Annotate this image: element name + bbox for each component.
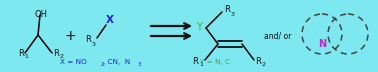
Text: R: R (255, 58, 261, 67)
Text: +: + (64, 29, 76, 43)
Text: 1: 1 (24, 55, 28, 59)
Text: 2: 2 (59, 55, 63, 59)
Text: , CN,  N: , CN, N (103, 59, 130, 65)
Text: 2: 2 (101, 62, 104, 67)
Text: R: R (53, 50, 59, 58)
Text: R: R (192, 58, 198, 67)
Text: R: R (18, 50, 24, 58)
Text: 3: 3 (138, 62, 141, 67)
Text: Y = N, C: Y = N, C (200, 59, 230, 65)
Text: 1: 1 (199, 62, 203, 68)
Text: X = NO: X = NO (60, 59, 87, 65)
Text: 3: 3 (231, 12, 235, 16)
Text: 2: 2 (262, 62, 266, 68)
Text: 3: 3 (92, 42, 96, 48)
Text: X: X (106, 15, 114, 25)
Text: N: N (318, 39, 326, 49)
Text: Y: Y (196, 22, 202, 32)
Text: OH: OH (34, 10, 48, 19)
Text: and/ or: and/ or (264, 32, 292, 40)
Text: R: R (85, 35, 91, 44)
Text: R: R (224, 5, 230, 14)
